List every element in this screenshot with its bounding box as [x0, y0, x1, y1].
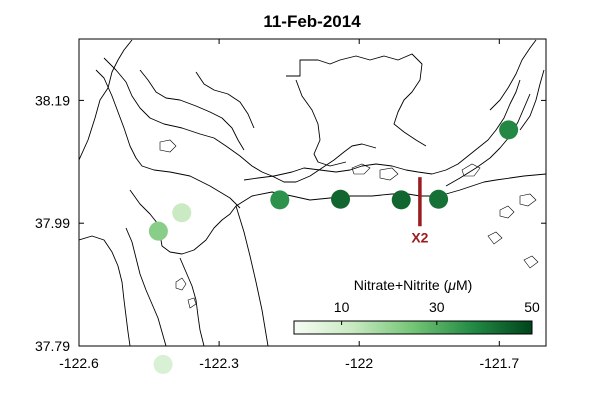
axes-frame — [78, 38, 547, 347]
island-8 — [519, 193, 537, 207]
colorbar-tick-labels: 10 30 50 — [334, 299, 540, 315]
suisun-marsh-outline — [286, 53, 427, 147]
y-tick-label: 37.79 — [35, 338, 70, 354]
sample-point — [499, 120, 519, 140]
colorbar-title-mu: μ — [447, 277, 456, 293]
island-7 — [499, 205, 515, 219]
island-5 — [175, 277, 187, 291]
colorbar-ticks — [341, 321, 533, 325]
napa-river-marsh — [139, 69, 245, 151]
sample-point — [153, 354, 173, 374]
plot-area — [79, 39, 546, 346]
colorbar-tick-label: 50 — [524, 299, 540, 315]
colorbar-tick-label: 30 — [429, 299, 445, 315]
island-6 — [187, 297, 197, 309]
island-9 — [487, 231, 503, 245]
x-tick-label: -122 — [345, 355, 373, 371]
chart-title: 11-Feb-2014 — [263, 12, 361, 31]
east-bay-south-shore — [179, 257, 205, 346]
island-2 — [351, 163, 371, 175]
colorbar-title-prefix: Nitrate+Nitrite ( — [354, 277, 449, 293]
contra-costa-block — [235, 205, 269, 346]
napa-marsh-upper — [195, 71, 255, 129]
sample-points-layer — [148, 120, 519, 374]
san-pablo-south-shore — [129, 189, 237, 255]
y-tick-label: 38.19 — [35, 92, 70, 108]
coastline-west-bay-inner — [95, 69, 241, 209]
suisun-bay-south-shore — [235, 173, 546, 207]
island-3 — [379, 167, 399, 181]
delta-channel-east — [445, 93, 531, 187]
colorbar-bar — [293, 320, 533, 335]
sample-point — [270, 190, 290, 210]
coastline-layer — [79, 39, 546, 346]
sample-point — [331, 189, 351, 209]
x-tick-label: -122.6 — [59, 355, 99, 371]
colorbar: Nitrate+Nitrite (μM) 10 30 50 — [293, 277, 540, 335]
sample-point — [391, 190, 411, 210]
colorbar-tick-label: 10 — [334, 299, 350, 315]
colorbar-title: Nitrate+Nitrite (μM) — [354, 277, 473, 293]
x-tick-label: -121.7 — [479, 355, 519, 371]
x2-marker: X2 — [411, 177, 429, 245]
west-bay-lower-coast — [79, 235, 131, 346]
island-4 — [461, 163, 481, 177]
suisun-marsh-inner — [295, 79, 347, 167]
x-axis-ticks: -122.6 -122.3 -122 -121.7 — [59, 39, 519, 371]
y-axis-ticks: 38.19 37.99 37.79 — [35, 92, 546, 354]
richmond-shore — [125, 227, 167, 346]
colorbar-title-suffix: M) — [456, 277, 472, 293]
delta-channel-right — [519, 69, 545, 131]
y-tick-label: 37.99 — [35, 215, 70, 231]
sample-point — [172, 203, 192, 223]
sample-point — [429, 189, 449, 209]
suisun-bay-north-shore — [243, 79, 521, 181]
island-1 — [159, 139, 177, 153]
delta-channel-upper — [489, 39, 537, 111]
x-tick-label: -122.3 — [199, 355, 239, 371]
x2-marker-label: X2 — [411, 229, 428, 245]
island-10 — [523, 255, 539, 269]
sample-point — [148, 221, 168, 241]
coastline-san-pablo-north — [103, 57, 377, 183]
